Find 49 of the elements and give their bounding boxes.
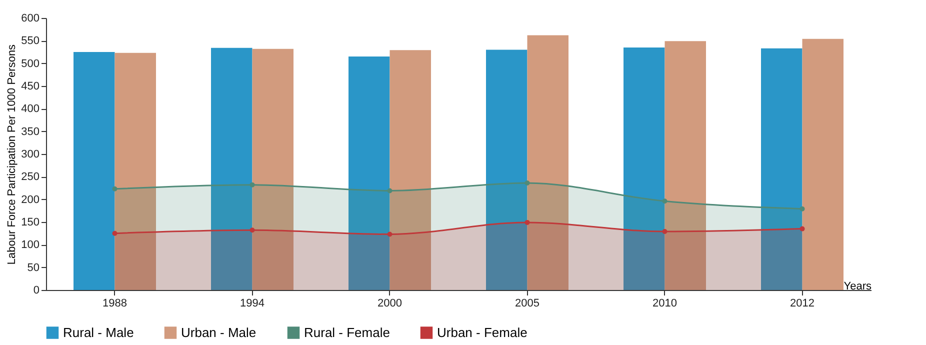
point: [524, 180, 530, 186]
y-tick-label: 150: [21, 216, 40, 228]
bar: [114, 52, 156, 290]
legend-label: Rural - Female: [304, 324, 390, 340]
legend-label: Urban - Male: [181, 324, 256, 340]
point: [250, 228, 255, 233]
bar: [664, 41, 706, 290]
bar: [390, 50, 431, 290]
point: [524, 220, 530, 225]
y-tick-label: 400: [21, 103, 40, 116]
point: [387, 232, 392, 237]
y-tick-label: 600: [21, 12, 40, 24]
y-tick-label: 300: [21, 148, 40, 160]
point: [250, 182, 255, 188]
x-tick-label: 1994: [240, 298, 264, 310]
point: [112, 186, 118, 192]
bar: [761, 48, 802, 290]
bar: [802, 38, 844, 290]
x-tick-label: 1988: [102, 298, 127, 310]
y-tick-label: 550: [21, 35, 40, 48]
legend-label: Urban - Female: [437, 324, 528, 340]
y-tick-label: 500: [21, 58, 40, 70]
bar: [486, 50, 528, 290]
bar: [348, 56, 390, 290]
x-tick-label: 2000: [378, 298, 402, 310]
point: [662, 229, 668, 234]
x-tick-label: 2010: [652, 298, 677, 310]
point: [112, 230, 118, 236]
point: [662, 198, 668, 204]
y-tick-label: 50: [27, 262, 40, 274]
point: [800, 226, 805, 232]
x-tick-label: 2012: [790, 298, 814, 310]
y-tick-label: 350: [21, 126, 40, 138]
bar: [252, 48, 294, 290]
bar: [211, 48, 252, 290]
y-tick-label: 0: [33, 284, 40, 296]
y-tick-label: 450: [21, 80, 40, 92]
y-axis-title: Labour Force Participation Per 1000 Persons: [6, 44, 18, 265]
x-axis-title: Years: [844, 280, 872, 292]
y-tick-label: 200: [21, 194, 40, 206]
x-tick-label: 2005: [515, 298, 540, 310]
legend-label: Rural - Male: [63, 324, 134, 340]
point: [800, 206, 805, 212]
y-tick-label: 250: [21, 171, 40, 184]
bar: [527, 35, 568, 290]
bar: [624, 47, 665, 290]
y-tick-label: 100: [21, 239, 40, 252]
point: [387, 188, 392, 194]
bar: [74, 52, 115, 290]
